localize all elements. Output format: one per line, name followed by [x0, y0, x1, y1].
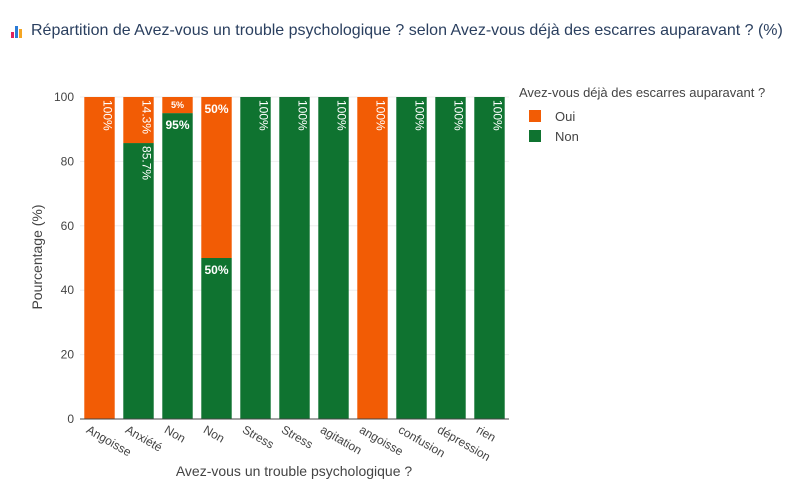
data-label: 100%: [413, 100, 427, 131]
bar-non: [435, 97, 466, 419]
y-axis-title: Pourcentage (%): [29, 204, 45, 309]
data-label: 100%: [335, 100, 349, 131]
legend-swatch-non: [529, 130, 541, 142]
y-tick-label: 80: [61, 154, 75, 168]
y-tick-label: 40: [61, 283, 75, 297]
x-axis-title: Avez-vous un trouble psychologique ?: [176, 463, 413, 479]
y-tick-label: 60: [61, 219, 75, 233]
bar-oui: [84, 97, 115, 419]
bar-non: [279, 97, 310, 419]
legend-title: Avez-vous déjà des escarres auparavant ?: [519, 85, 766, 100]
bar-oui: [357, 97, 388, 419]
x-tick-label: Stress: [240, 422, 276, 451]
y-tick-label: 100: [54, 90, 74, 104]
data-label: 100%: [452, 100, 466, 131]
legend-item-oui[interactable]: Oui: [519, 106, 765, 126]
data-label: 85.7%: [140, 146, 154, 180]
bar-non: [162, 113, 193, 419]
x-tick-label: agitation: [318, 422, 364, 457]
bar-non: [240, 97, 271, 419]
x-tick-label: Stress: [279, 422, 315, 451]
bar-oui: [201, 97, 232, 258]
data-label: 5%: [171, 100, 184, 110]
bar-non: [318, 97, 349, 419]
data-labels: 85.7% 95% 50% 100% 100% 100% 100% 100% 100% 100% 1…: [101, 100, 505, 277]
x-tick-label: rien: [474, 422, 498, 444]
bar-oui: [162, 97, 193, 114]
data-label: 14.3%: [140, 100, 154, 134]
chart-title: Répartition de Avez-vous un trouble psyc…: [10, 22, 783, 40]
bars: [84, 97, 505, 419]
data-label: 100%: [491, 100, 505, 131]
bar-non: [201, 258, 232, 419]
legend-item-non[interactable]: Non: [519, 126, 765, 146]
data-label: 50%: [204, 102, 228, 116]
x-tick-label: Non: [201, 422, 227, 445]
data-label: 100%: [257, 100, 271, 131]
data-label: 100%: [374, 100, 388, 131]
bar-non: [396, 97, 427, 419]
data-label: 100%: [296, 100, 310, 131]
bar-chart-emoji-icon: [10, 24, 25, 39]
legend-label-oui: Oui: [555, 108, 576, 124]
data-label: 95%: [165, 118, 189, 132]
legend: Avez-vous déjà des escarres auparavant ?…: [519, 85, 765, 146]
legend-label-non: Non: [555, 128, 579, 144]
legend-swatch-oui: [529, 110, 541, 122]
bar-oui: [123, 97, 154, 144]
bar-non: [474, 97, 505, 419]
bar-non: [123, 143, 154, 419]
x-tick-label: Non: [162, 422, 188, 445]
y-tick-label: 20: [61, 348, 75, 362]
x-tick-label: angoisse: [357, 422, 406, 458]
y-tick-label: 0: [67, 412, 74, 426]
data-label: 50%: [204, 263, 228, 277]
data-label: 100%: [101, 100, 115, 131]
chart-title-text: Répartition de Avez-vous un trouble psyc…: [31, 22, 783, 39]
